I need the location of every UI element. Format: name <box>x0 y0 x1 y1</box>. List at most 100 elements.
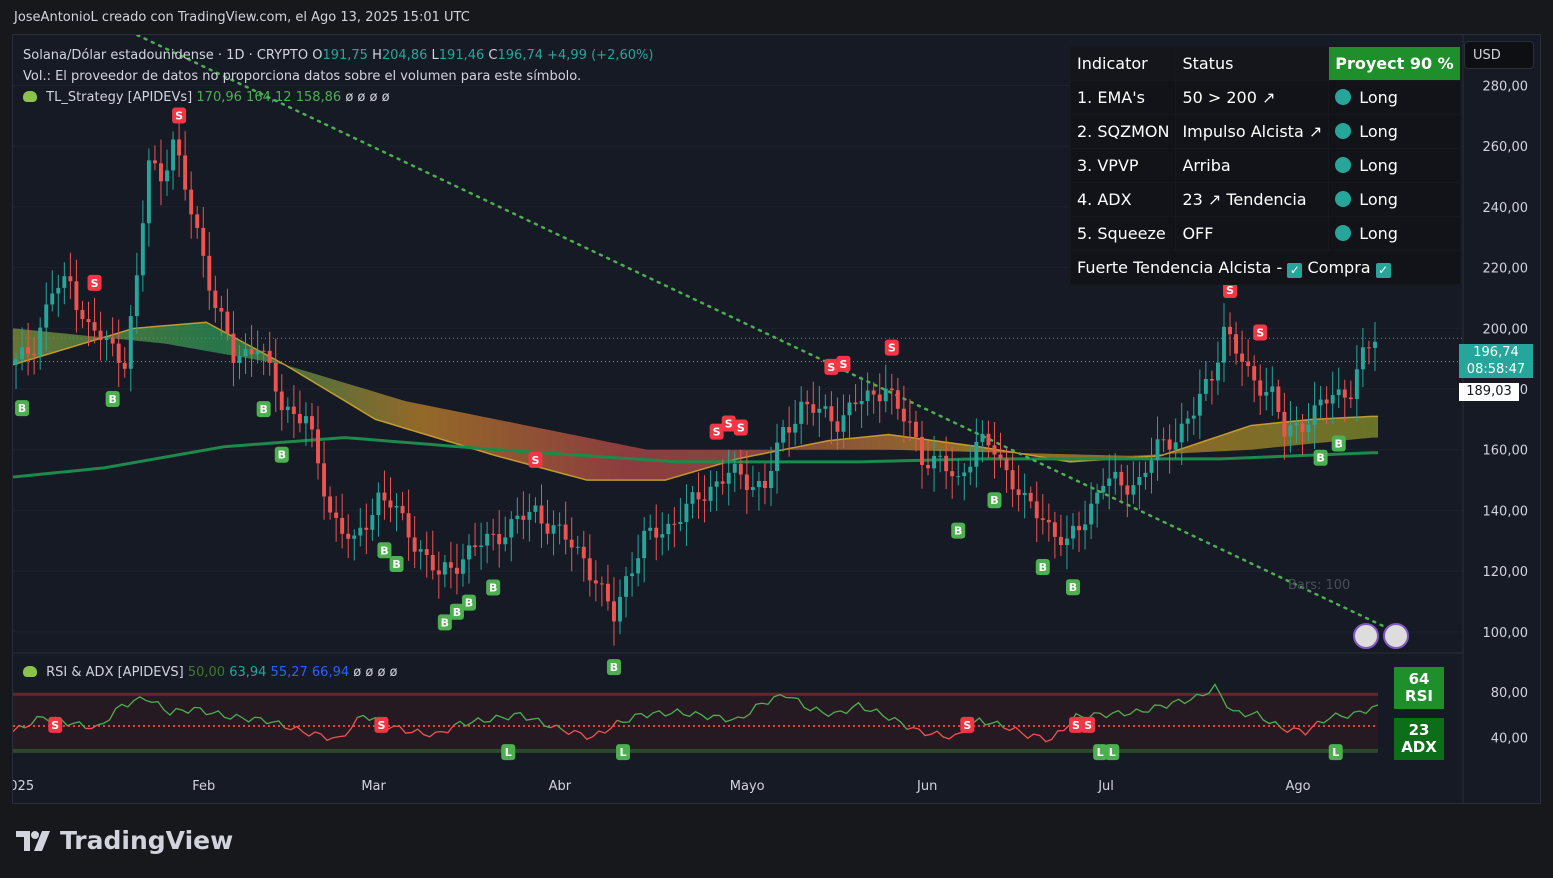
signal-label: S <box>840 358 848 371</box>
candle-body <box>340 517 345 534</box>
ohlc-high-label: H <box>372 48 382 63</box>
candle-body <box>817 408 822 413</box>
reference-price-badge: 189,03 <box>1459 383 1519 401</box>
brand-name: TradingView <box>60 826 234 855</box>
candle-body <box>249 349 254 355</box>
price-tick-label: 120,00 <box>1483 565 1529 580</box>
candle-body <box>1336 389 1341 396</box>
candle-body <box>485 533 490 546</box>
sell-signal-marker <box>824 358 839 375</box>
signal-text: Long <box>1359 156 1398 175</box>
candle-body <box>140 223 145 276</box>
signal-label: S <box>1256 326 1264 339</box>
candle-body <box>756 480 761 488</box>
candle-body <box>678 522 683 525</box>
signal-label: B <box>465 597 473 610</box>
signal-label: B <box>441 616 449 629</box>
candle-body <box>998 454 1003 459</box>
signal-label: B <box>1069 581 1077 594</box>
indicator-row: 5. Squeeze OFF Long <box>1069 216 1461 251</box>
us-flag-icon[interactable] <box>1383 623 1409 649</box>
candle-body <box>1107 478 1112 486</box>
strategy-legend[interactable]: TL_Strategy [APIDEVs] 170,96 164,12 158,… <box>23 87 653 108</box>
candle-body <box>104 337 109 341</box>
candle-body <box>491 533 496 535</box>
ohlc-close-label: C <box>488 48 498 63</box>
currency-button[interactable]: USD <box>1464 41 1534 69</box>
buy-signal-marker <box>274 446 289 463</box>
chart-canvas[interactable]: 280,00260,00240,00220,00200,00180,00160,… <box>13 35 1540 803</box>
candle-body <box>1016 489 1021 496</box>
rsi-long-signal <box>1093 744 1108 761</box>
candle-body <box>261 350 266 352</box>
candle-body <box>225 311 230 334</box>
candle-body <box>1052 522 1057 537</box>
chart-frame[interactable]: 280,00260,00240,00220,00200,00180,00160,… <box>12 34 1541 804</box>
candle-body <box>189 189 194 215</box>
candle-body <box>56 287 61 294</box>
rsi-line-segment <box>387 724 455 738</box>
candle-body <box>624 576 629 597</box>
us-flag-icon[interactable] <box>1353 623 1379 649</box>
candle-body <box>853 402 858 405</box>
signal-label: S <box>713 426 721 439</box>
signal-label: B <box>108 393 116 406</box>
rsi-long-signal <box>501 744 516 761</box>
signal-label: B <box>259 403 267 416</box>
candle-body <box>714 481 719 487</box>
candle-body <box>1040 518 1045 520</box>
rsi-indicator-name[interactable]: RSI & ADX [APIDEVS] <box>46 665 184 680</box>
rsi-long-signal <box>1105 744 1120 761</box>
signal-text: Long <box>1359 190 1398 209</box>
check-icon: ✓ <box>1287 262 1303 278</box>
candle-body <box>926 464 930 469</box>
tradingview-logo[interactable]: TradingView <box>16 826 233 855</box>
candle-body <box>80 309 85 320</box>
candle-body <box>231 333 236 363</box>
time-tick-label: 2025 <box>13 779 34 794</box>
candle-body <box>1318 399 1323 406</box>
symbol-name[interactable]: Solana/Dólar estadounidense · 1D · CRYPT… <box>23 48 309 63</box>
candle-body <box>636 558 641 574</box>
indicator-status: 23 ↗ Tendencia <box>1175 182 1330 217</box>
candle-body <box>128 316 133 369</box>
candle-body <box>1294 423 1299 426</box>
candle-body <box>1022 492 1027 496</box>
candle-body <box>442 562 447 575</box>
strategy-name[interactable]: TL_Strategy [APIDEVs] <box>46 90 193 105</box>
rsi-sell-signal <box>1069 716 1084 733</box>
rsi-legend[interactable]: RSI & ADX [APIDEVS] 50,00 63,94 55,27 66… <box>23 665 397 680</box>
candle-body <box>503 537 508 545</box>
indicator-signal: Long <box>1328 114 1461 149</box>
downtrend-line <box>134 35 1410 640</box>
candle-body <box>1222 326 1226 363</box>
candle-body <box>165 170 169 182</box>
candle-body <box>642 530 647 559</box>
candle-body <box>177 139 182 156</box>
time-tick-label: Mayo <box>730 779 765 794</box>
candle-body <box>1089 503 1094 525</box>
candle-body <box>92 322 97 331</box>
indicator-signal: Long <box>1328 80 1461 115</box>
candle-body <box>454 567 459 574</box>
candle-body <box>273 362 278 392</box>
candle-body <box>376 492 381 516</box>
candle-body <box>1228 326 1232 335</box>
candle-body <box>1360 347 1365 370</box>
candle-body <box>279 391 284 411</box>
candle-body <box>1330 395 1335 404</box>
candle-body <box>527 511 532 520</box>
candle-body <box>907 421 912 423</box>
rsi-line-segment <box>972 717 1005 729</box>
rsi-line-segment <box>284 717 358 742</box>
rsi-line-segment <box>18 724 26 729</box>
header-projection: Proyect 90 % <box>1328 46 1461 81</box>
candle-body <box>847 402 852 416</box>
candle-body <box>750 487 755 491</box>
candle-body <box>648 527 653 531</box>
candle-body <box>32 353 37 356</box>
signal-label: S <box>531 454 539 467</box>
candle-body <box>684 503 689 523</box>
event-flags[interactable] <box>1353 623 1413 653</box>
rsi-legend-value-3: 55,27 <box>270 665 308 680</box>
